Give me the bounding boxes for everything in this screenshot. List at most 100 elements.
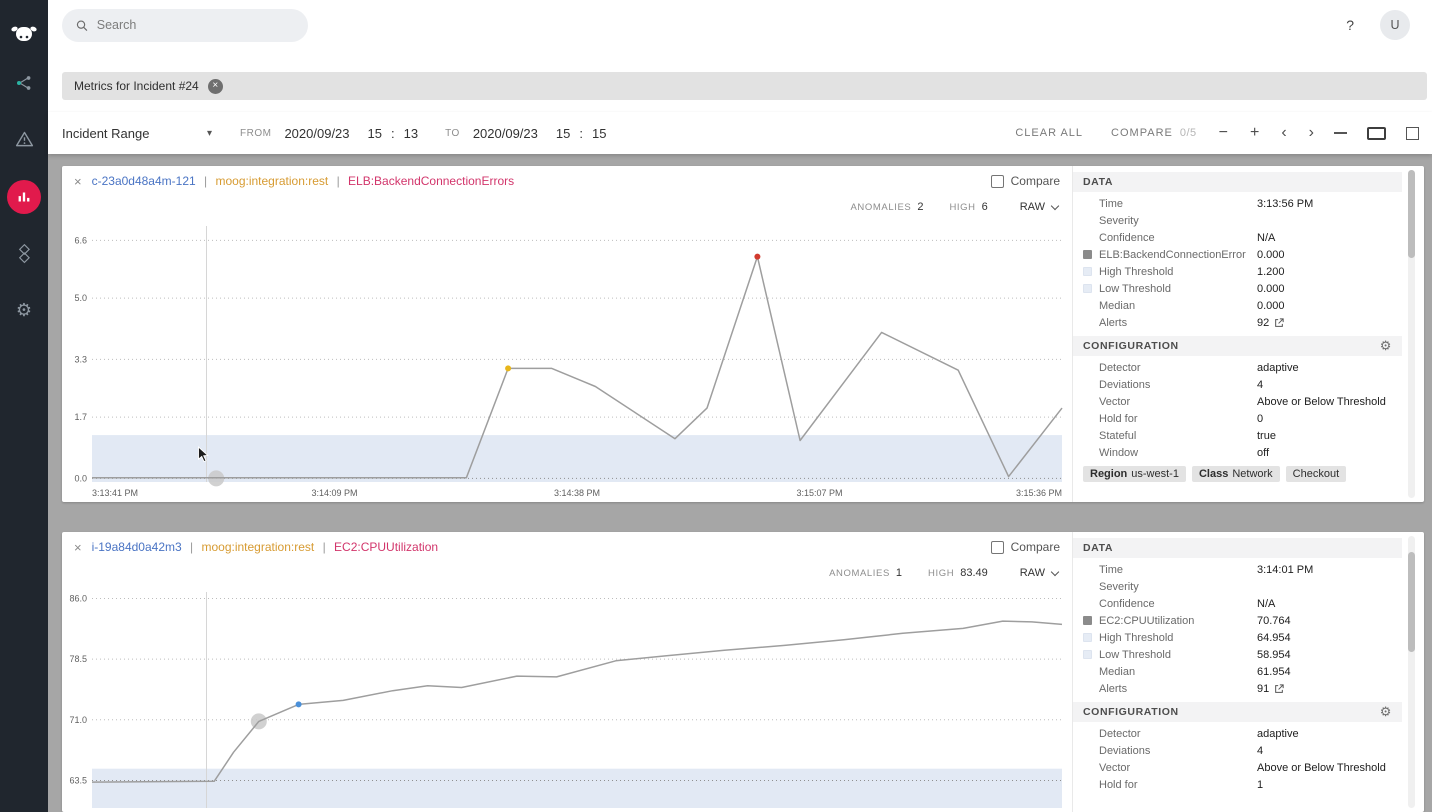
metrics-main: × c-23a0d48a4m-121 | moog:integration:re…: [48, 154, 1432, 812]
metric-name: EC2:CPUUtilization: [334, 540, 439, 554]
row-value: 4: [1257, 378, 1264, 391]
pan-right-button[interactable]: ›: [1308, 124, 1314, 141]
raw-dropdown[interactable]: RAW: [1014, 201, 1060, 213]
swatch-spacer: [1083, 414, 1092, 423]
compare-checkbox[interactable]: Compare: [990, 174, 1060, 188]
card-header: × c-23a0d48a4m-121 | moog:integration:re…: [62, 166, 1072, 196]
gear-icon[interactable]: ⚙: [1379, 704, 1392, 719]
panel-row: Confidence N/A: [1073, 229, 1402, 246]
series-swatch: [1083, 250, 1092, 259]
user-avatar[interactable]: U: [1380, 10, 1410, 40]
row-value: 3:14:01 PM: [1257, 563, 1314, 576]
search-field[interactable]: [96, 18, 294, 32]
data-section-header: DATA: [1073, 538, 1402, 558]
panel-scrollbar[interactable]: [1408, 170, 1415, 498]
row-value: 0.000: [1257, 282, 1285, 295]
data-panel: DATA Time 3:13:56 PM Severity Confidence N/A…: [1072, 166, 1424, 502]
sidebar-item-alerts[interactable]: [7, 111, 41, 168]
chart-size-small-button[interactable]: [1330, 123, 1350, 143]
external-link-icon[interactable]: [1274, 317, 1284, 328]
moogsoft-logo[interactable]: [11, 14, 37, 54]
metric-title: i-19a84d0a42m3 | moog:integration:rest |…: [92, 540, 991, 554]
compare-button-label: COMPARE: [1111, 127, 1173, 139]
row-label: Vector: [1099, 761, 1131, 774]
svg-text:86.0: 86.0: [69, 594, 87, 604]
gear-icon[interactable]: ⚙: [1379, 338, 1392, 353]
panel-row: Alerts 92: [1073, 314, 1402, 331]
row-label: High Threshold: [1099, 631, 1174, 644]
to-date-field[interactable]: 2020/09/23: [472, 125, 538, 141]
cow-logo-icon: [11, 26, 37, 41]
row-value: 3:13:56 PM: [1257, 197, 1314, 210]
raw-dropdown[interactable]: RAW: [1014, 567, 1060, 579]
panel-row: Median 61.954: [1073, 663, 1402, 680]
filter-chip-close-button[interactable]: ×: [207, 78, 223, 94]
chart-size-medium-button[interactable]: [1366, 123, 1386, 143]
row-value: Above or Below Threshold: [1257, 395, 1386, 408]
metric-source: c-23a0d48a4m-121: [91, 174, 196, 188]
from-date-field[interactable]: 2020/09/23: [284, 125, 350, 141]
panel-row: Hold for 1: [1073, 776, 1402, 793]
external-link-icon[interactable]: [1274, 683, 1284, 694]
threshold-swatch: [1083, 633, 1092, 642]
sidebar-item-situations[interactable]: [7, 54, 41, 111]
sidebar-item-topology[interactable]: [7, 225, 41, 282]
metric-integration: moog:integration:rest: [215, 174, 329, 188]
row-value: 58.954: [1257, 648, 1291, 661]
swatch-spacer: [1083, 667, 1092, 676]
gear-icon: ⚙: [15, 300, 33, 320]
ec2-line-chart[interactable]: 86.0 78.5 71.0 63.5: [62, 584, 1072, 812]
title-separator: |: [336, 174, 340, 188]
swatch-spacer: [1083, 746, 1092, 755]
swatch-spacer: [1083, 763, 1092, 772]
high-value: 6: [981, 201, 988, 213]
to-hour-field[interactable]: 15: [555, 125, 571, 141]
svg-text:3:14:38 PM: 3:14:38 PM: [554, 488, 600, 498]
help-button[interactable]: ?: [1346, 17, 1354, 33]
from-hour-field[interactable]: 15: [367, 125, 382, 141]
compare-button[interactable]: COMPARE 0/5: [1111, 127, 1197, 139]
from-minute-field[interactable]: 13: [403, 125, 419, 141]
scrollbar-thumb[interactable]: [1408, 170, 1415, 258]
panel-row: Time 3:14:01 PM: [1073, 561, 1402, 578]
scrollbar-thumb[interactable]: [1408, 552, 1415, 652]
metric-name: ELB:BackendConnectionErrors: [348, 174, 515, 188]
row-label: Confidence: [1099, 597, 1155, 610]
chart-size-large-button[interactable]: [1402, 123, 1422, 143]
card-header: × i-19a84d0a42m3 | moog:integration:rest…: [62, 532, 1072, 562]
metric-integration: moog:integration:rest: [201, 540, 315, 554]
data-section-label: DATA: [1083, 542, 1114, 554]
row-label: Alerts: [1099, 682, 1128, 695]
time-range-select[interactable]: Incident Range ▾: [62, 126, 212, 141]
chart-meta-row: ANOMALIES 2 HIGH 6 RAW: [62, 196, 1072, 218]
swatch-spacer: [1083, 318, 1092, 327]
configuration-section-header: CONFIGURATION ⚙: [1073, 702, 1402, 722]
elb-line-chart[interactable]: 6.6 5.0 3.3 1.7 0.0 3:13:41 PM 3:14:09 PM 3:14:…: [62, 218, 1072, 502]
config-rows: Detector adaptive Deviations 4 Vector Above o…: [1073, 359, 1402, 461]
pan-left-button[interactable]: ‹: [1281, 124, 1287, 141]
title-separator: |: [204, 174, 208, 188]
panel-row: Stateful true: [1073, 427, 1402, 444]
zoom-out-button[interactable]: −: [1218, 124, 1228, 141]
row-label: Severity: [1099, 214, 1139, 227]
sidebar-item-metrics[interactable]: [7, 168, 41, 225]
search-input[interactable]: [62, 8, 308, 42]
chevron-down-icon: [1050, 567, 1060, 576]
threshold-swatch: [1083, 650, 1092, 659]
row-label: Detector: [1099, 727, 1141, 740]
close-card-button[interactable]: ×: [74, 173, 82, 189]
clear-all-button[interactable]: CLEAR ALL: [1015, 127, 1084, 139]
close-card-button[interactable]: ×: [74, 539, 82, 555]
zoom-in-button[interactable]: +: [1250, 124, 1260, 141]
panel-scrollbar[interactable]: [1408, 536, 1415, 808]
svg-text:5.0: 5.0: [74, 293, 87, 303]
sidebar-item-settings[interactable]: ⚙: [7, 282, 41, 339]
tag-list: Region us-west-1 Class Network Checkout: [1073, 461, 1402, 482]
to-minute-field[interactable]: 15: [591, 125, 607, 141]
compare-checkbox[interactable]: Compare: [990, 540, 1060, 554]
row-label: Confidence: [1099, 231, 1155, 244]
row-value: 1.200: [1257, 265, 1285, 278]
checkbox-icon: [990, 540, 1004, 554]
filter-chip-label: Metrics for Incident #24: [74, 79, 199, 93]
to-label: TO: [445, 127, 460, 139]
